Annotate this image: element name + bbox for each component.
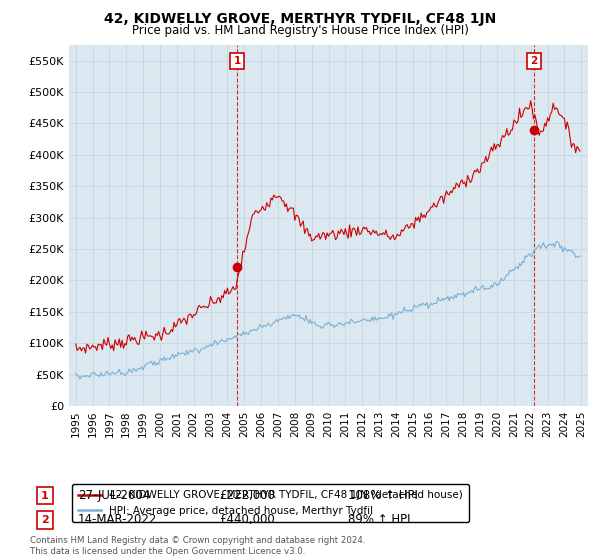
Text: £222,000: £222,000 bbox=[219, 489, 275, 502]
Text: 2: 2 bbox=[530, 55, 538, 66]
Text: Price paid vs. HM Land Registry's House Price Index (HPI): Price paid vs. HM Land Registry's House … bbox=[131, 24, 469, 36]
Legend: 42, KIDWELLY GROVE, MERTHYR TYDFIL, CF48 1JN (detached house), HPI: Average pric: 42, KIDWELLY GROVE, MERTHYR TYDFIL, CF48… bbox=[71, 484, 469, 522]
Text: 89% ↑ HPI: 89% ↑ HPI bbox=[348, 513, 410, 526]
Text: 42, KIDWELLY GROVE, MERTHYR TYDFIL, CF48 1JN: 42, KIDWELLY GROVE, MERTHYR TYDFIL, CF48… bbox=[104, 12, 496, 26]
Text: 2: 2 bbox=[41, 515, 49, 525]
Text: Contains HM Land Registry data © Crown copyright and database right 2024.
This d: Contains HM Land Registry data © Crown c… bbox=[30, 536, 365, 556]
Text: 14-MAR-2022: 14-MAR-2022 bbox=[78, 513, 157, 526]
Text: £440,000: £440,000 bbox=[219, 513, 275, 526]
Text: 1: 1 bbox=[41, 491, 49, 501]
Text: 1: 1 bbox=[233, 55, 241, 66]
Text: 108% ↑ HPI: 108% ↑ HPI bbox=[348, 489, 418, 502]
Text: 27-JUL-2004: 27-JUL-2004 bbox=[78, 489, 150, 502]
